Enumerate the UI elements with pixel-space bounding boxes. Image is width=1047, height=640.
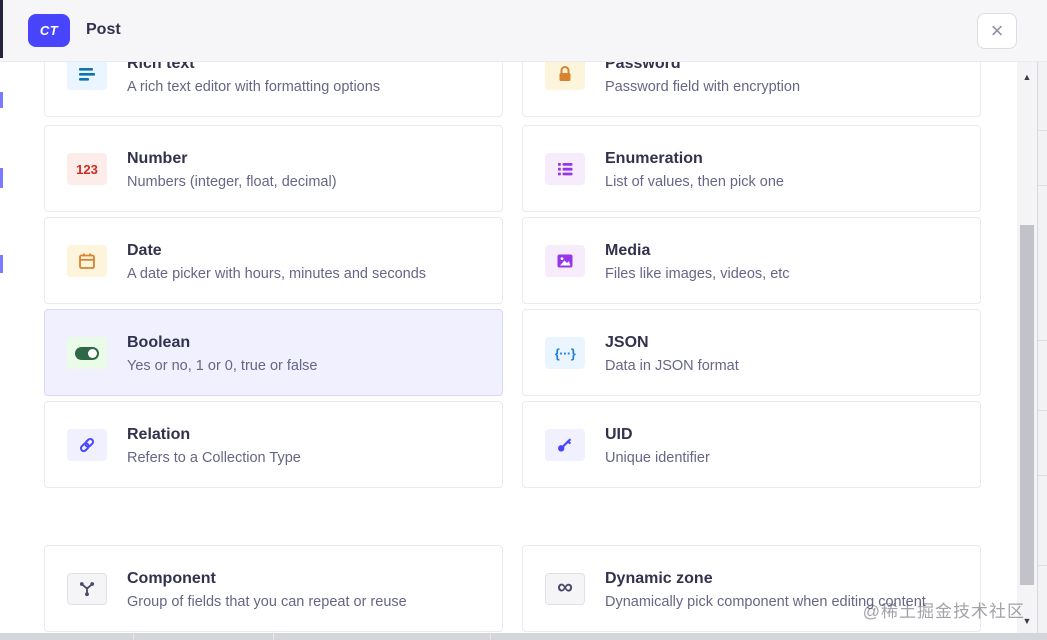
json-braces-icon: {···} (545, 337, 585, 369)
uid-key-icon (545, 429, 585, 461)
close-icon: × (990, 18, 1004, 43)
field-card-uid[interactable]: UID Unique identifier (522, 401, 981, 488)
background-text-fragment (0, 255, 3, 273)
field-card-dynamic-zone[interactable]: ∞ Dynamic zone Dynamically pick componen… (522, 545, 981, 632)
enumeration-list-icon (545, 153, 585, 185)
background-text-fragment (0, 168, 3, 188)
close-button[interactable]: × (977, 13, 1017, 49)
number-123-icon: 123 (67, 153, 107, 185)
field-card-boolean[interactable]: Boolean Yes or no, 1 or 0, true or false (44, 309, 503, 396)
page-bottom-edge (0, 633, 1047, 640)
field-card-title: Number (127, 150, 188, 167)
scrollbar-thumb[interactable] (1020, 225, 1034, 585)
field-card-title: Date (127, 242, 162, 259)
field-card-desc: Files like images, videos, etc (605, 266, 790, 282)
scroll-up-arrow-icon[interactable]: ▲ (1022, 72, 1032, 82)
field-card-number[interactable]: 123 Number Numbers (integer, float, deci… (44, 125, 503, 212)
field-card-desc: Refers to a Collection Type (127, 450, 301, 466)
field-card-title: Boolean (127, 334, 191, 351)
field-card-desc: Dynamically pick component when editing … (605, 594, 926, 610)
field-card-title: Media (605, 242, 651, 259)
field-card-media[interactable]: Media Files like images, videos, etc (522, 217, 981, 304)
field-card-component[interactable]: Component Group of fields that you can r… (44, 545, 503, 632)
relation-link-icon (67, 429, 107, 461)
field-card-title: Component (127, 570, 216, 587)
modal-header: CT Post × (0, 0, 1047, 62)
field-card-desc: Numbers (integer, float, decimal) (127, 174, 337, 190)
media-image-icon (545, 245, 585, 277)
field-card-desc: A date picker with hours, minutes and se… (127, 266, 427, 282)
page-right-edge (1037, 62, 1047, 640)
scroll-down-arrow-icon[interactable]: ▼ (1022, 616, 1032, 626)
field-card-desc: Unique identifier (605, 450, 710, 466)
field-card-desc: A rich text editor with formatting optio… (127, 79, 381, 95)
field-card-desc: Password field with encryption (605, 79, 801, 95)
field-card-title: Enumeration (605, 150, 703, 167)
boolean-toggle-icon (67, 337, 107, 369)
modal-title: Post (86, 21, 121, 38)
watermark-text: @稀土掘金技术社区 (862, 602, 1025, 621)
field-card-enumeration[interactable]: Enumeration List of values, then pick on… (522, 125, 981, 212)
field-card-json[interactable]: {···} JSON Data in JSON format (522, 309, 981, 396)
field-card-desc: Group of fields that you can repeat or r… (127, 594, 407, 610)
password-lock-icon (545, 58, 585, 90)
background-text-fragment (0, 92, 3, 108)
content-type-badge: CT (28, 14, 70, 47)
modal-scrollbar: ▲ ▼ (1017, 62, 1037, 640)
field-card-title: UID (605, 426, 633, 443)
field-card-date[interactable]: Date A date picker with hours, minutes a… (44, 217, 503, 304)
component-nodes-icon (67, 573, 107, 605)
richtext-icon (67, 58, 107, 90)
field-card-title: Relation (127, 426, 191, 443)
page-left-edge (0, 0, 3, 58)
field-card-desc: Data in JSON format (605, 358, 739, 374)
field-card-title: JSON (605, 334, 649, 351)
date-calendar-icon (67, 245, 107, 277)
dynamic-zone-infinity-icon: ∞ (545, 573, 585, 605)
field-card-desc: List of values, then pick one (605, 174, 784, 190)
field-card-relation[interactable]: Relation Refers to a Collection Type (44, 401, 503, 488)
field-card-title: Dynamic zone (605, 570, 713, 587)
field-card-desc: Yes or no, 1 or 0, true or false (127, 358, 318, 374)
